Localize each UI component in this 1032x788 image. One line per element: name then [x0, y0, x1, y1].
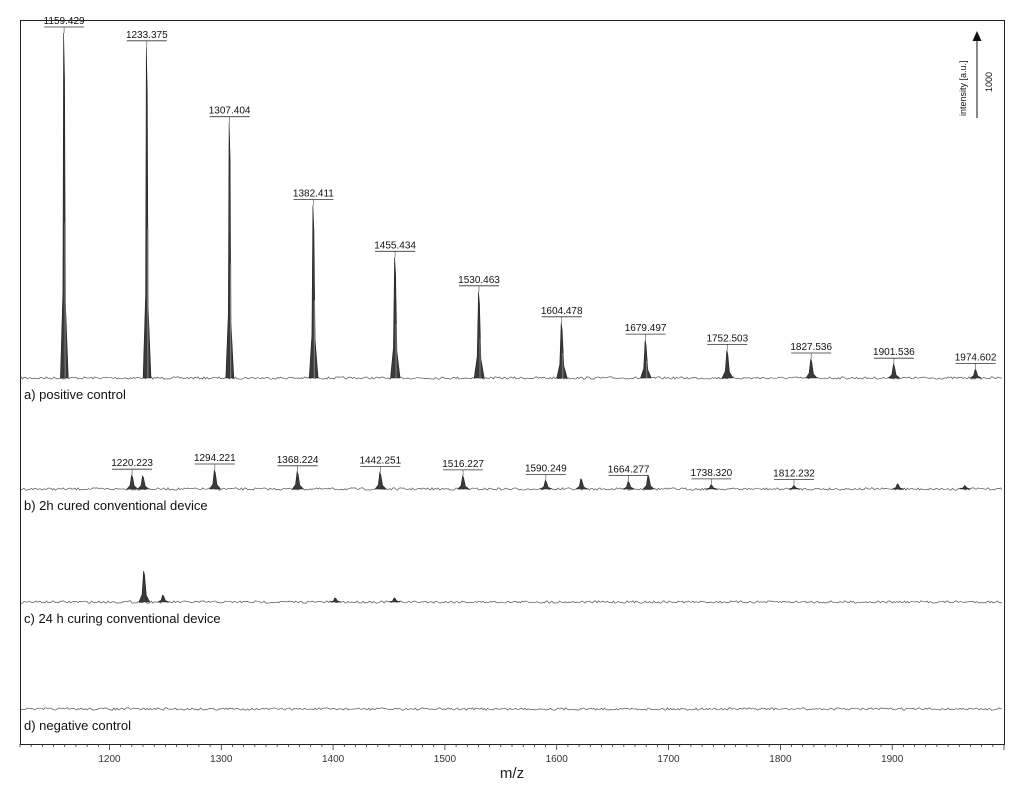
spectrum-peak [969, 368, 982, 379]
spectrum-peak [137, 474, 150, 490]
peak-label: 1590.249 [525, 463, 567, 474]
x-tick-label: 1600 [546, 754, 569, 765]
spectrum-peak [622, 480, 635, 490]
panel-label: b) 2h cured conventional device [24, 498, 208, 513]
spectrum-peak [721, 350, 734, 379]
peak-label: 1664.277 [608, 464, 650, 475]
intensity-scale-value: 1000 [984, 72, 994, 92]
spectrum-peak [888, 363, 901, 379]
peak-label: 1442.251 [359, 455, 401, 466]
spectrum-peak [640, 340, 652, 379]
x-tick-label: 1400 [322, 754, 345, 765]
spectrum-peak [539, 479, 552, 490]
spectrum-peak [389, 597, 401, 603]
peak-label: 1679.497 [625, 323, 667, 334]
x-tick-label: 1800 [769, 754, 792, 765]
intensity-scale-arrowhead [972, 31, 982, 41]
spectrum-peak [390, 257, 401, 379]
spectrum-peak [209, 469, 222, 490]
panel-label: c) 24 h curing conventional device [24, 611, 221, 626]
peak-label: 1516.227 [442, 459, 484, 470]
peak-label: 1307.404 [209, 106, 251, 117]
spectrum-panel: b) 2h cured conventional device [20, 469, 1003, 513]
peak-label: 1455.434 [374, 240, 416, 251]
spectrum-peak [457, 474, 470, 490]
chart-frame [20, 20, 1005, 745]
spectrum-baseline [21, 600, 1003, 604]
spectrum-peak [60, 32, 69, 379]
intensity-scale-label: intensity [a.u.] [958, 60, 968, 116]
peak-labels-layer: 1159.429 1233.375 1307.404 1382.411 1455.434… [44, 16, 997, 486]
spectrum-peak [330, 597, 342, 603]
x-axis: 1200 1300 1400 1500 1600 1700 1800 1900 [19, 744, 1005, 765]
spectrum-baseline [20, 487, 1003, 491]
spectrum-peak [291, 470, 304, 490]
spectrum-peak [706, 484, 718, 490]
peak-label: 1974.602 [955, 352, 997, 363]
spectrum-peak [308, 205, 319, 379]
spectrum-baseline [20, 376, 1003, 380]
spectrum-peak [892, 483, 904, 490]
x-axis-title: m/z [500, 765, 524, 782]
x-tick-label: 1700 [657, 754, 680, 765]
x-tick-label: 1300 [210, 754, 233, 765]
peak-label: 1382.411 [293, 189, 334, 200]
spectrum-peak [225, 122, 235, 379]
spectrum-peak [157, 594, 170, 603]
spectrum-peak [138, 570, 151, 603]
spectrum-peak [374, 471, 387, 490]
x-tick-label: 1500 [434, 754, 457, 765]
peak-label: 1530.463 [458, 275, 500, 286]
peak-label: 1233.375 [126, 30, 168, 41]
spectrum-peak [959, 485, 971, 490]
peak-label: 1827.536 [790, 342, 832, 353]
spectrum-panel: c) 24 h curing conventional device [21, 570, 1003, 626]
peak-label: 1220.223 [111, 458, 153, 469]
panel-label: a) positive control [24, 387, 126, 402]
spectrum-peak [142, 46, 152, 379]
spectrum-peak [575, 477, 589, 490]
peak-label: 1368.224 [277, 455, 319, 466]
spectrum-peak [556, 322, 568, 379]
spectrum-baseline [20, 707, 1003, 711]
spectrum-panel: d) negative control [20, 707, 1003, 733]
spectrum-panel: a) positive control [20, 32, 1003, 402]
peak-label: 1159.429 [44, 16, 85, 27]
spectrum-peak [788, 485, 800, 490]
peak-label: 1294.221 [194, 453, 236, 464]
spectra-layer: a) positive control b) 2h cured conventio… [20, 32, 1003, 733]
spectrum-peak [642, 474, 655, 490]
spectrum-peak [805, 358, 818, 379]
intensity-scale: intensity [a.u.] 1000 [958, 31, 994, 118]
peak-label: 1738.320 [691, 468, 733, 479]
spectrum-peak [126, 474, 139, 490]
x-tick-label: 1200 [98, 754, 121, 765]
peak-label: 1812.232 [773, 469, 815, 480]
panel-label: d) negative control [24, 718, 131, 733]
peak-label: 1752.503 [706, 333, 748, 344]
spectrum-peak [473, 291, 485, 379]
peak-label: 1901.536 [873, 347, 915, 358]
x-tick-label: 1900 [881, 754, 904, 765]
peak-label: 1604.478 [541, 306, 583, 317]
